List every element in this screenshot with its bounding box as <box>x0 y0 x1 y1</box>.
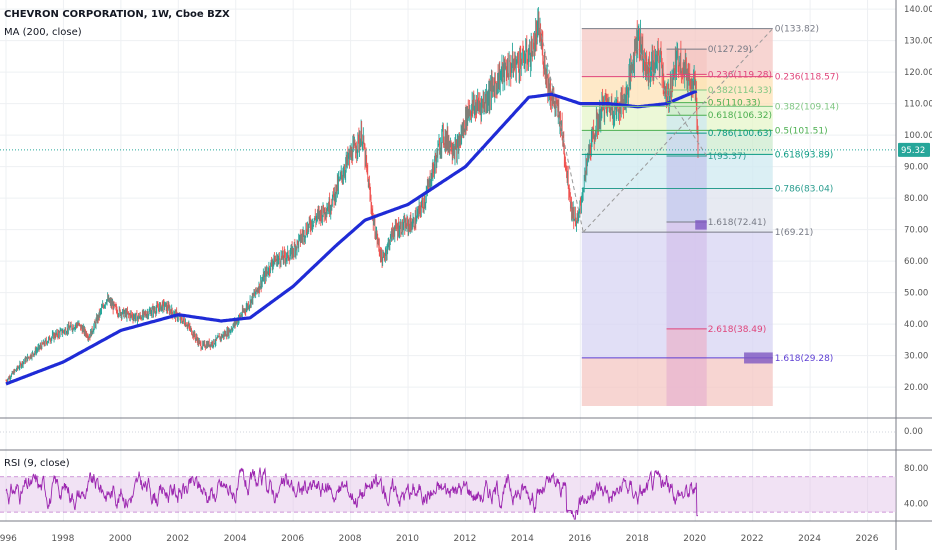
x-tick-label: 2000 <box>109 534 132 544</box>
rsi-label: RSI (9, close) <box>4 458 70 469</box>
y-tick-label: 50.00 <box>904 289 928 299</box>
rsi-band <box>0 476 896 513</box>
fib-right-label: 0(127.29) <box>708 45 752 55</box>
x-tick-label: 2016 <box>568 534 591 544</box>
axes: 20.00 30.00 40.00 50.00 60.00 70.00 80.00 90.00… <box>0 5 932 544</box>
y-tick-label: 110.00 <box>904 100 932 110</box>
x-tick-label: 2010 <box>396 534 419 544</box>
x-tick-label: 2020 <box>683 534 706 544</box>
rsi-y-tick-label: 40.00 <box>904 499 928 509</box>
fib-zone <box>666 102 707 116</box>
fib-trendline <box>582 28 774 233</box>
fib-lines: 0(133.82) 0.236(118.57) 0.382(109.14) 0.5(1… <box>0 25 896 364</box>
fib-marker <box>744 352 773 364</box>
y-tick-label: 60.00 <box>904 257 928 267</box>
x-tick-label: 2012 <box>453 534 476 544</box>
x-tick-label: 1998 <box>51 534 74 544</box>
fib-zone <box>666 222 707 329</box>
y-tick-label: 130.00 <box>904 37 932 47</box>
fib-zone <box>666 328 707 406</box>
fib-right-label: 2.618(38.49) <box>708 325 767 335</box>
fib-left-label: 0.618(93.89) <box>775 150 834 160</box>
middle-y-tick-label: 0.00 <box>904 427 923 437</box>
y-tick-label: 90.00 <box>904 163 928 173</box>
fib-right-label: 1(93.37) <box>708 152 747 162</box>
y-tick-label: 140.00 <box>904 5 932 15</box>
x-tick-label: 2018 <box>626 534 649 544</box>
chart-title: CHEVRON CORPORATION, 1W, Cboe BZX <box>4 9 230 20</box>
fib-left-label: 1.618(29.28) <box>775 354 834 364</box>
fib-right-label: 0.236(119.28) <box>708 70 772 80</box>
y-tick-label: 80.00 <box>904 194 928 204</box>
fib-right-label: 0.382(114.33) <box>708 86 772 96</box>
fib-right-label: 1.618(72.41) <box>708 218 767 228</box>
x-tick-label: 1996 <box>0 534 17 544</box>
fib-right-label: 0.618(106.32) <box>708 111 772 121</box>
y-tick-label: 30.00 <box>904 352 928 362</box>
last-price-label: 95.32 <box>901 146 925 156</box>
fib-right-label: 0.786(100.63) <box>708 129 772 139</box>
fib-left-label: 0(133.82) <box>775 25 819 35</box>
last-price-tag <box>898 142 930 157</box>
fib-left-label: 0.5(101.51) <box>775 126 828 136</box>
fib-left-label: 0.236(118.57) <box>775 73 839 83</box>
x-tick-label: 2006 <box>281 534 304 544</box>
y-tick-label: 20.00 <box>904 383 928 393</box>
ma-label: MA (200, close) <box>4 27 82 38</box>
rsi-series <box>0 467 896 520</box>
rsi-y-tick-label: 80.00 <box>904 464 928 474</box>
fib-right-label: 0.5(110.33) <box>708 99 761 109</box>
x-tick-label: 2014 <box>511 534 534 544</box>
fib-left-label: 0.786(83.04) <box>775 185 834 195</box>
x-tick-label: 2002 <box>166 534 189 544</box>
fib-left-label: 0.382(109.14) <box>775 102 839 112</box>
y-tick-label: 40.00 <box>904 320 928 330</box>
fib-zone <box>666 133 707 157</box>
x-tick-label: 2008 <box>339 534 362 544</box>
y-tick-label: 100.00 <box>904 131 932 141</box>
fib-trendline <box>637 48 708 157</box>
fib-left-label: 1(69.21) <box>775 228 814 238</box>
price-series[interactable] <box>5 7 699 384</box>
ma-line <box>5 89 698 386</box>
x-tick-label: 2022 <box>741 534 764 544</box>
y-tick-label: 70.00 <box>904 226 928 236</box>
x-tick-label: 2024 <box>798 534 821 544</box>
fib-marker <box>695 220 707 230</box>
ma-series <box>5 89 698 386</box>
x-tick-label: 2026 <box>856 534 879 544</box>
rsi-line <box>5 467 698 520</box>
y-tick-label: 120.00 <box>904 68 932 78</box>
x-tick-label: 2004 <box>224 534 247 544</box>
